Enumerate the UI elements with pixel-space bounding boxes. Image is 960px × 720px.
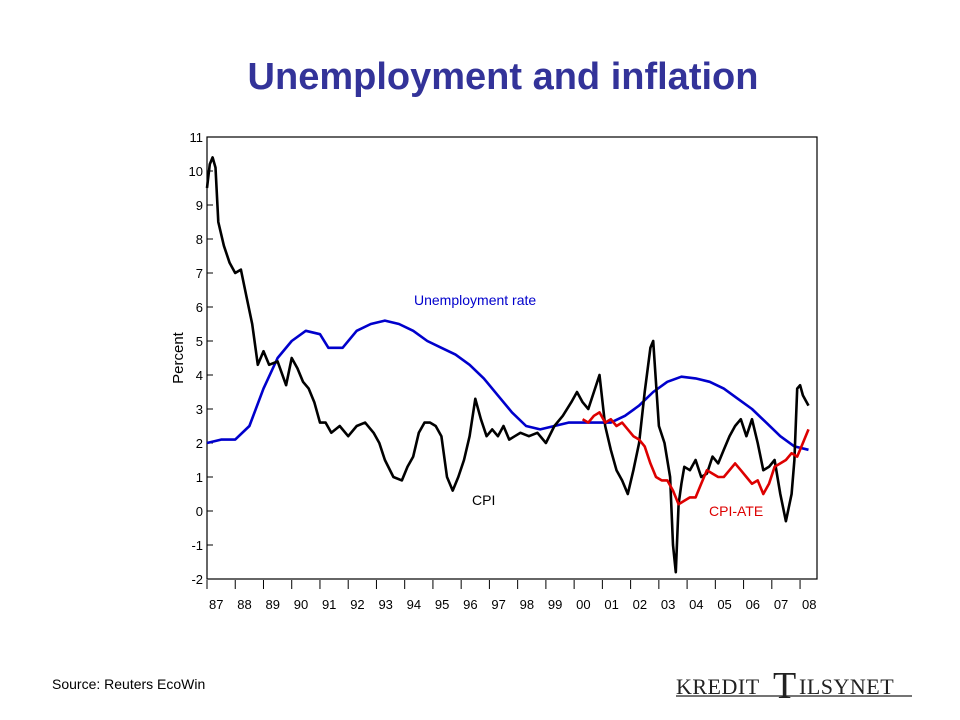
x-tick-label: 91 bbox=[322, 597, 336, 612]
y-tick-label: 5 bbox=[196, 334, 203, 349]
y-tick-label: 0 bbox=[196, 504, 203, 519]
unemployment-rate-line bbox=[206, 319, 809, 452]
y-tick-label: 8 bbox=[196, 232, 203, 247]
x-tick-label: 97 bbox=[491, 597, 505, 612]
cpi-line bbox=[205, 156, 810, 574]
chart-title: Unemployment and inflation bbox=[247, 56, 759, 98]
x-tick-label: 93 bbox=[378, 597, 392, 612]
source-note: Source: Reuters EcoWin bbox=[52, 676, 206, 692]
x-tick-label: 94 bbox=[407, 597, 421, 612]
x-tick-label: 95 bbox=[435, 597, 449, 612]
x-tick-label: 89 bbox=[265, 597, 279, 612]
cpi-ate-label: CPI-ATE bbox=[709, 503, 763, 519]
y-axis: -2 -1 0 1 2 3 4 5 6 7 8 9 10 11 bbox=[189, 130, 213, 587]
y-tick-label: -1 bbox=[191, 538, 203, 553]
x-tick-label: 05 bbox=[717, 597, 731, 612]
x-tick-label: 01 bbox=[604, 597, 618, 612]
x-tick-label: 04 bbox=[689, 597, 703, 612]
x-tick-label: 99 bbox=[548, 597, 562, 612]
y-tick-label: 3 bbox=[196, 402, 203, 417]
x-tick-label: 00 bbox=[576, 597, 590, 612]
y-axis-label: Percent bbox=[170, 331, 187, 384]
y-tick-label: 10 bbox=[189, 164, 203, 179]
y-tick-label: 4 bbox=[196, 368, 203, 383]
svg-text:ILSYNET: ILSYNET bbox=[799, 674, 894, 699]
series-group bbox=[205, 156, 810, 574]
y-tick-label: 7 bbox=[196, 266, 203, 281]
x-tick-label: 07 bbox=[774, 597, 788, 612]
cpi-ate-line bbox=[581, 411, 810, 506]
x-tick-label: 98 bbox=[520, 597, 534, 612]
x-tick-label: 96 bbox=[463, 597, 477, 612]
x-tick-label: 90 bbox=[294, 597, 308, 612]
unemployment-rate-label: Unemployment rate bbox=[414, 292, 536, 308]
y-tick-label: 1 bbox=[196, 470, 203, 485]
svg-text:KREDIT: KREDIT bbox=[676, 674, 760, 699]
y-tick-label: 6 bbox=[196, 300, 203, 315]
x-tick-label: 03 bbox=[661, 597, 675, 612]
x-tick-label: 06 bbox=[746, 597, 760, 612]
x-tick-label: 92 bbox=[350, 597, 364, 612]
y-tick-label: 2 bbox=[196, 436, 203, 451]
x-tick-label: 87 bbox=[209, 597, 223, 612]
kredittilsynet-logo: KREDIT T ILSYNET bbox=[676, 666, 912, 706]
x-axis: 87 88 89 90 91 92 93 94 95 96 97 98 99 00 01 02 03 04 05 06… bbox=[206, 580, 817, 612]
y-tick-label: 9 bbox=[196, 198, 203, 213]
cpi-label: CPI bbox=[472, 492, 495, 508]
y-tick-label: -2 bbox=[191, 572, 203, 587]
x-tick-label: 08 bbox=[802, 597, 816, 612]
x-tick-label: 88 bbox=[237, 597, 251, 612]
svg-text:T: T bbox=[773, 666, 796, 706]
y-tick-label: 11 bbox=[190, 130, 204, 145]
x-tick-label: 02 bbox=[633, 597, 647, 612]
plot-area-frame bbox=[206, 136, 818, 580]
